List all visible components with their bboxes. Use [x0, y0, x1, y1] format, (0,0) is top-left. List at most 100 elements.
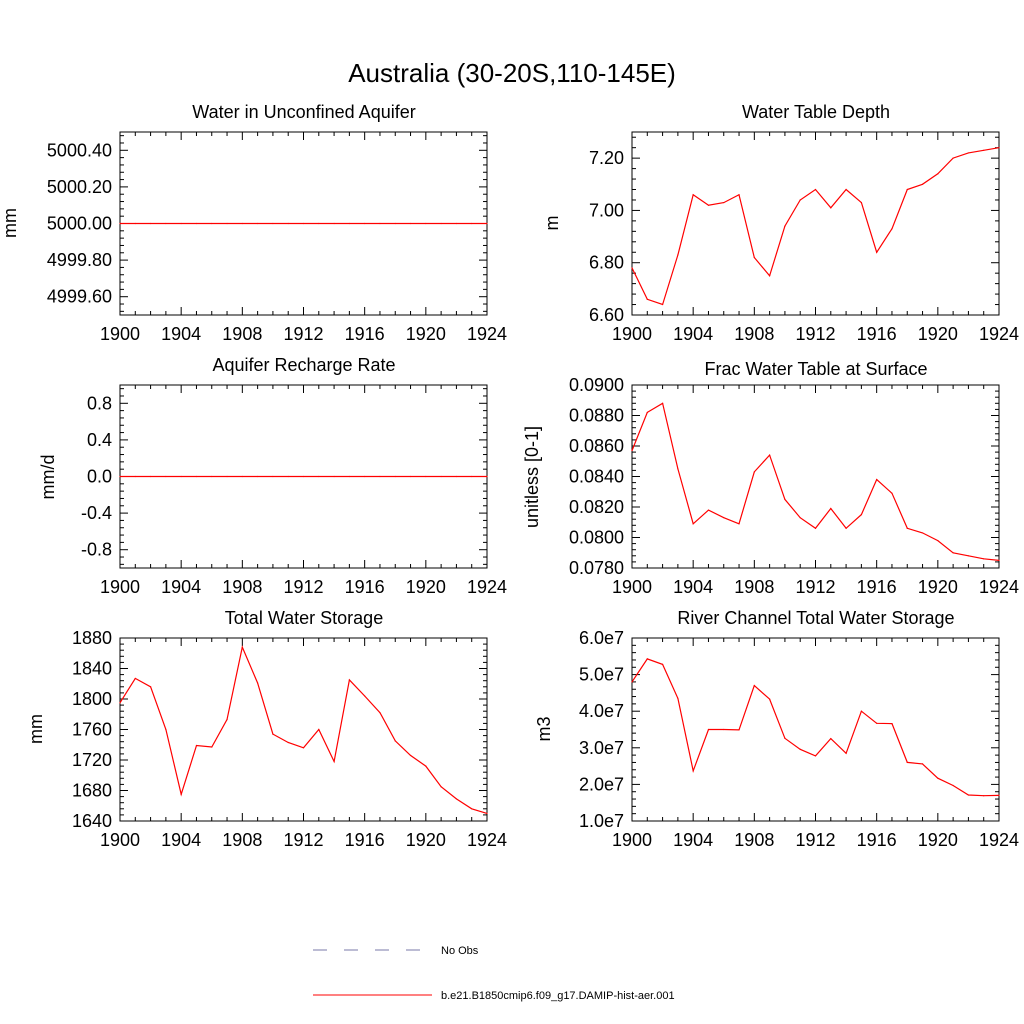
data-point: [753, 256, 755, 259]
data-point: [769, 454, 771, 456]
data-point: [241, 646, 243, 648]
data-point: [440, 475, 442, 478]
data-point: [646, 411, 648, 414]
data-point: [860, 514, 862, 516]
data-point: [799, 199, 801, 201]
y-tick-label: 1800: [72, 689, 112, 709]
data-point: [738, 523, 740, 525]
y-tick-label: 1680: [72, 781, 112, 801]
data-point: [998, 559, 1000, 561]
data-point: [921, 763, 924, 765]
data-point: [967, 555, 970, 557]
y-tick-label: 5000.40: [47, 140, 112, 160]
data-point: [211, 222, 213, 225]
x-tick-label: 1900: [612, 324, 652, 344]
y-tick-label: 1.0e7: [579, 811, 624, 831]
data-point: [769, 275, 771, 277]
data-point: [165, 728, 167, 731]
data-point: [287, 741, 289, 744]
y-tick-label: 0.0800: [569, 528, 624, 548]
x-tick-label: 1916: [857, 830, 897, 850]
y-axis-label: mm: [26, 714, 46, 744]
data-point: [425, 222, 427, 225]
y-tick-label: 0.0780: [569, 558, 624, 578]
y-tick-label: 1720: [72, 750, 112, 770]
data-point: [379, 475, 381, 478]
panel-title: Total Water Storage: [225, 608, 383, 628]
plot-frame: [631, 637, 1000, 822]
data-point: [830, 207, 832, 209]
x-tick-label: 1920: [918, 830, 958, 850]
data-point: [677, 468, 679, 470]
data-point: [348, 222, 350, 225]
data-point: [677, 697, 679, 699]
data-point: [287, 222, 289, 225]
data-point: [333, 760, 335, 763]
data-point: [906, 761, 908, 764]
x-tick-label: 1924: [467, 830, 507, 850]
data-point: [134, 677, 136, 680]
data-point: [211, 746, 213, 748]
data-point: [211, 475, 213, 478]
data-point: [876, 722, 878, 724]
data-point: [134, 475, 136, 478]
data-point: [845, 752, 847, 754]
x-tick-label: 1920: [918, 324, 958, 344]
y-axis-label: m3: [534, 716, 554, 741]
data-point: [471, 808, 473, 810]
y-tick-label: 5000.00: [47, 214, 112, 234]
x-tick-label: 1924: [979, 324, 1019, 344]
x-tick-label: 1908: [222, 830, 262, 850]
panel-title: River Channel Total Water Storage: [677, 608, 954, 628]
y-tick-label: 6.0e7: [579, 628, 624, 648]
data-point: [998, 794, 1000, 796]
data-point: [646, 298, 648, 300]
data-point: [409, 475, 412, 478]
data-point: [455, 222, 458, 225]
data-point: [707, 509, 710, 511]
x-tick-label: 1912: [795, 830, 835, 850]
data-point: [906, 188, 908, 191]
data-point: [967, 152, 970, 154]
data-point: [891, 723, 893, 725]
y-tick-label: 1760: [72, 720, 112, 740]
y-axis-label: m: [542, 216, 562, 231]
data-point: [631, 267, 633, 269]
data-point: [845, 527, 847, 529]
data-point: [860, 201, 862, 204]
x-tick-label: 1912: [795, 577, 835, 597]
y-tick-label: 0.0900: [569, 375, 624, 395]
data-point: [921, 532, 924, 534]
series-line: [631, 147, 1000, 306]
data-point: [830, 738, 832, 740]
x-tick-label: 1920: [406, 830, 446, 850]
x-tick-label: 1900: [612, 577, 652, 597]
data-point: [937, 777, 939, 779]
x-tick-label: 1912: [795, 324, 835, 344]
panel-title: Aquifer Recharge Rate: [212, 355, 395, 375]
y-tick-label: 5.0e7: [579, 665, 624, 685]
panel-total-water-storage: Total Water Storage mm 1900 1904 1908 1912 1…: [26, 608, 507, 850]
y-tick-label: 4999.60: [47, 287, 112, 307]
data-point: [318, 222, 320, 225]
x-tick-label: 1904: [673, 577, 713, 597]
data-point: [952, 784, 954, 787]
y-tick-label: 1840: [72, 659, 112, 679]
data-point: [723, 728, 725, 731]
x-tick-label: 1904: [673, 324, 713, 344]
x-tick-label: 1904: [161, 577, 201, 597]
y-tick-label: 0.0880: [569, 406, 624, 426]
x-tick-label: 1908: [222, 577, 262, 597]
data-point: [723, 201, 725, 204]
data-point: [180, 793, 182, 795]
y-axis-label: mm/d: [38, 455, 58, 500]
data-point: [738, 194, 740, 196]
plot-frame: [119, 637, 488, 822]
y-tick-label: 2.0e7: [579, 774, 624, 794]
data-point: [784, 737, 786, 739]
y-tick-label: 4.0e7: [579, 701, 624, 721]
data-point: [394, 475, 396, 478]
data-point: [707, 204, 710, 206]
data-point: [455, 798, 458, 800]
data-point: [318, 728, 320, 731]
